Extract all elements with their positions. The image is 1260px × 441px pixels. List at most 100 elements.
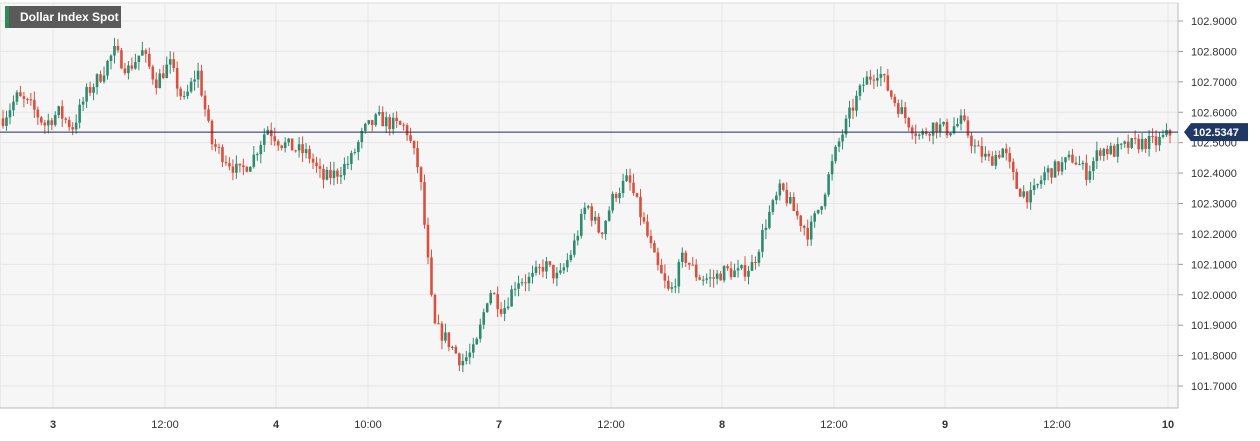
candle-body — [475, 338, 479, 345]
candle-body — [531, 272, 534, 277]
x-tick-label: 8 — [719, 419, 725, 431]
y-tick-label: 101.8000 — [1191, 351, 1237, 363]
candle-body — [538, 266, 541, 268]
candle-body — [127, 65, 130, 74]
candle-body — [363, 123, 367, 131]
candle-body — [325, 169, 329, 180]
candle-body — [761, 229, 764, 252]
candle-body — [465, 357, 468, 361]
candle-body — [447, 332, 451, 347]
candle-body — [461, 360, 465, 366]
candle-body — [653, 243, 656, 253]
candle-body — [22, 96, 26, 99]
candle-body — [687, 262, 691, 265]
candle-body — [1112, 145, 1116, 157]
candle-body — [715, 273, 719, 279]
candle-body — [430, 257, 433, 295]
last-price-label: 102.5347 — [1193, 127, 1239, 139]
candle-body — [242, 165, 245, 167]
candle-body — [726, 266, 729, 269]
candle-body — [597, 216, 600, 233]
x-tick-label: 12:00 — [597, 419, 625, 431]
candle-body — [482, 312, 486, 325]
candle-body — [670, 287, 674, 289]
candle-body — [736, 268, 740, 271]
candle-body — [273, 136, 277, 142]
candle-body — [60, 106, 64, 119]
y-tick-label: 102.3000 — [1191, 199, 1237, 211]
y-tick-label: 102.6000 — [1191, 107, 1237, 119]
candle-body — [1074, 162, 1078, 165]
candle-body — [635, 193, 639, 197]
candle-body — [1022, 191, 1025, 197]
candle-body — [667, 280, 670, 289]
y-tick-label: 102.4000 — [1191, 168, 1237, 180]
candle-body — [991, 156, 994, 166]
candle-body — [573, 240, 576, 255]
candle-body — [405, 125, 409, 136]
candle-body — [1064, 157, 1067, 163]
candle-body — [1029, 190, 1032, 203]
candle-body — [1018, 188, 1022, 197]
candle-body — [604, 220, 607, 235]
candle-body — [322, 168, 325, 180]
candle-body — [660, 265, 663, 274]
candle-body — [698, 277, 702, 280]
candle-body — [520, 282, 524, 284]
candle-body — [290, 138, 294, 151]
x-tick-label: 7 — [496, 419, 502, 431]
x-tick-label: 12:00 — [820, 419, 848, 431]
candle-body — [876, 77, 879, 81]
candle-body — [743, 265, 747, 277]
candle-body — [1004, 148, 1008, 154]
candle-body — [886, 75, 890, 91]
candle-body — [402, 124, 405, 126]
candle-body — [900, 107, 904, 114]
candle-body — [269, 129, 273, 137]
candle-body — [684, 252, 688, 263]
candle-body — [357, 142, 360, 153]
candle-body — [792, 197, 796, 211]
candle-body — [1088, 171, 1092, 180]
candle-body — [1119, 143, 1123, 145]
candle-body — [506, 306, 510, 309]
candle-body — [802, 225, 806, 228]
candle-body — [1144, 138, 1147, 149]
candle-body — [541, 266, 545, 272]
candle-body — [855, 95, 858, 111]
candle-body — [137, 55, 141, 62]
candle-body — [816, 209, 820, 214]
candle-body — [189, 81, 193, 92]
candle-body — [1081, 162, 1085, 165]
candle-body — [154, 79, 158, 89]
candle-body — [294, 150, 297, 152]
candle-body — [1102, 148, 1106, 156]
candle-body — [64, 118, 68, 120]
candle-body — [545, 261, 548, 272]
y-tick-label: 101.7000 — [1191, 381, 1237, 393]
candle-body — [680, 252, 684, 263]
last-price-badge — [1184, 123, 1248, 142]
candle-body — [513, 288, 517, 290]
candle-body — [1001, 148, 1005, 158]
candle-body — [1057, 161, 1060, 172]
y-tick-label: 102.7000 — [1191, 77, 1237, 89]
candle-body — [46, 120, 50, 126]
candle-body — [656, 252, 660, 266]
candle-body — [1043, 172, 1046, 181]
candle-body — [879, 74, 883, 78]
candle-body — [788, 197, 792, 204]
candle-body — [99, 74, 102, 82]
candle-body — [862, 84, 865, 86]
candle-body — [318, 166, 322, 169]
candle-body — [67, 119, 71, 128]
candle-body — [754, 261, 757, 263]
candle-body — [579, 213, 583, 236]
candle-body — [994, 155, 998, 166]
candle-body — [262, 134, 266, 145]
candle-body — [161, 73, 165, 79]
candle-body — [1116, 143, 1120, 157]
candle-body — [600, 232, 604, 235]
candle-body — [444, 332, 447, 341]
candle-body — [423, 182, 426, 225]
